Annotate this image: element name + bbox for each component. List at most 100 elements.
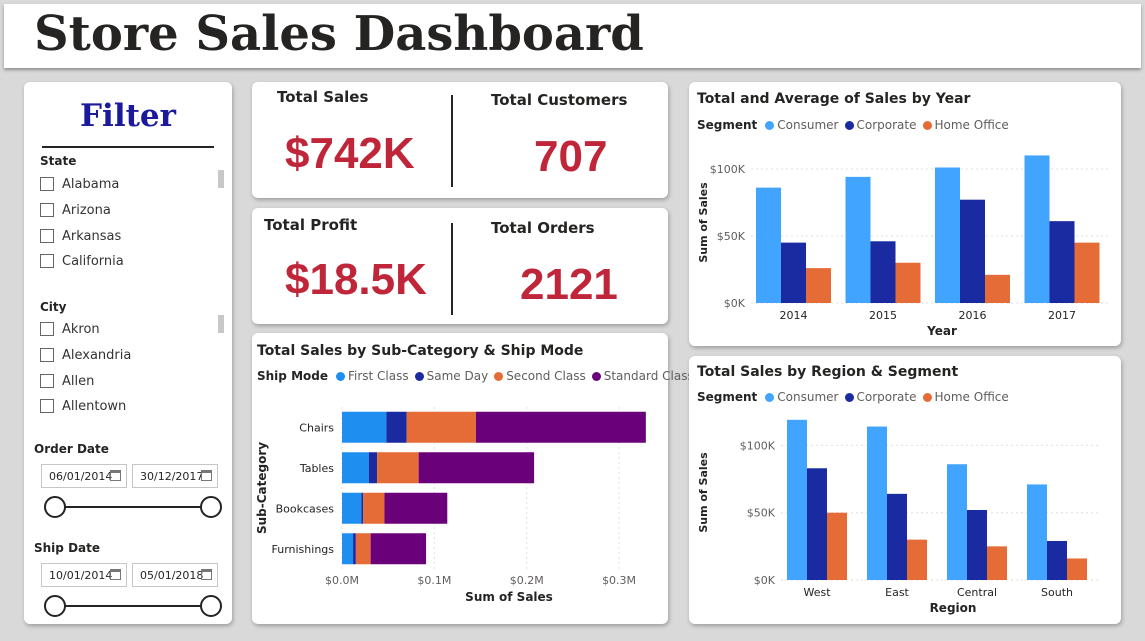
legend-item-home-office[interactable]: Home Office bbox=[922, 390, 1009, 404]
bar-corporate-east[interactable] bbox=[887, 493, 907, 580]
legend-item-corporate[interactable]: Corporate bbox=[844, 390, 917, 404]
legend-dot-icon bbox=[922, 392, 932, 402]
checkbox-icon[interactable] bbox=[40, 322, 54, 336]
bar-home-office-2016[interactable] bbox=[985, 274, 1010, 303]
city-item-alexandria[interactable]: Alexandria bbox=[40, 346, 131, 364]
bar-second-class-tables[interactable] bbox=[377, 452, 419, 484]
checkbox-icon[interactable] bbox=[40, 254, 54, 268]
year-chart[interactable]: $0K $50K $100K 2014 2015 2016 2017 Year Sum of S… bbox=[689, 82, 1121, 346]
city-item-allentown[interactable]: Allentown bbox=[40, 397, 126, 415]
order-date-slider-track[interactable] bbox=[55, 506, 211, 508]
bar-consumer-east[interactable] bbox=[867, 426, 887, 580]
region-chart[interactable]: $0K $50K $100K West East Central South Region Su… bbox=[689, 356, 1121, 624]
bar-consumer-south[interactable] bbox=[1027, 484, 1047, 580]
total-orders-value: 2121 bbox=[520, 260, 618, 309]
bar-first-class-chairs[interactable] bbox=[342, 411, 387, 443]
legend-item-consumer[interactable]: Consumer bbox=[765, 118, 839, 132]
subcategory-chart[interactable]: $0.0M $0.1M $0.2M $0.3M Chairs Tables Bookcase… bbox=[252, 333, 668, 624]
bar-home-office-central[interactable] bbox=[987, 546, 1007, 580]
bar-first-class-bookcases[interactable] bbox=[342, 492, 362, 524]
bar-consumer-2015[interactable] bbox=[845, 176, 871, 303]
bar-first-class-tables[interactable] bbox=[342, 452, 369, 484]
bar-corporate-west[interactable] bbox=[807, 468, 827, 580]
bar-second-class-furnishings[interactable] bbox=[355, 533, 371, 565]
calendar-icon[interactable] bbox=[110, 470, 121, 481]
checkbox-icon[interactable] bbox=[40, 374, 54, 388]
bar-corporate-2014[interactable] bbox=[781, 242, 806, 303]
bar-corporate-2017[interactable] bbox=[1049, 221, 1075, 303]
checkbox-icon[interactable] bbox=[40, 229, 54, 243]
city-item-akron[interactable]: Akron bbox=[40, 320, 100, 338]
bar-home-office-south[interactable] bbox=[1067, 558, 1087, 580]
legend-item-consumer[interactable]: Consumer bbox=[765, 390, 839, 404]
legend-item-same-day[interactable]: Same Day bbox=[414, 369, 488, 383]
checkbox-icon[interactable] bbox=[40, 399, 54, 413]
bar-consumer-2017[interactable] bbox=[1024, 155, 1050, 303]
city-slicer-label: City bbox=[40, 300, 67, 314]
bar-second-class-chairs[interactable] bbox=[406, 411, 476, 443]
bar-consumer-central[interactable] bbox=[947, 464, 967, 580]
legend-item-second-class[interactable]: Second Class bbox=[494, 369, 586, 383]
order-date-start-input[interactable]: 06/01/2014 bbox=[41, 464, 127, 488]
bar-standard-class-tables[interactable] bbox=[418, 452, 535, 484]
bar-consumer-2014[interactable] bbox=[756, 187, 781, 303]
bar-home-office-2017[interactable] bbox=[1074, 242, 1100, 303]
bar-corporate-2015[interactable] bbox=[870, 241, 896, 303]
legend-dot-icon bbox=[591, 371, 601, 381]
bar-standard-class-chairs[interactable] bbox=[475, 411, 646, 443]
city-item-allen[interactable]: Allen bbox=[40, 372, 94, 390]
x-tick-label: East bbox=[885, 586, 909, 599]
state-item-california[interactable]: California bbox=[40, 252, 124, 270]
checkbox-icon[interactable] bbox=[40, 203, 54, 217]
bar-home-office-east[interactable] bbox=[907, 539, 927, 580]
calendar-icon[interactable] bbox=[201, 569, 212, 580]
bar-consumer-2016[interactable] bbox=[935, 167, 960, 303]
calendar-icon[interactable] bbox=[110, 569, 121, 580]
y-tick-label: $50K bbox=[747, 507, 776, 520]
ship-date-slider-start-handle[interactable] bbox=[44, 595, 66, 617]
subcategory-chart-card: Total Sales by Sub-Category & Ship Mode … bbox=[252, 333, 694, 624]
bar-same-day-tables[interactable] bbox=[368, 452, 378, 484]
y-tick-label: $100K bbox=[710, 163, 746, 176]
state-scrollbar[interactable] bbox=[218, 170, 224, 188]
bar-home-office-west[interactable] bbox=[827, 512, 847, 580]
bar-home-office-2014[interactable] bbox=[806, 268, 831, 303]
bar-standard-class-bookcases[interactable] bbox=[384, 492, 448, 524]
year-chart-title: Total and Average of Sales by Year bbox=[697, 91, 971, 107]
order-date-slider-end-handle[interactable] bbox=[200, 496, 222, 518]
legend-item-first-class[interactable]: First Class bbox=[335, 369, 409, 383]
ship-date-start-input[interactable]: 10/01/2014 bbox=[41, 563, 127, 587]
legend-dot-icon bbox=[922, 120, 932, 130]
filter-title: Filter bbox=[80, 98, 176, 134]
checkbox-icon[interactable] bbox=[40, 348, 54, 362]
order-date-slider-start-handle[interactable] bbox=[44, 496, 66, 518]
bar-corporate-central[interactable] bbox=[967, 510, 987, 580]
checkbox-icon[interactable] bbox=[40, 177, 54, 191]
ship-date-slider-end-handle[interactable] bbox=[200, 595, 222, 617]
ship-date-slider-track[interactable] bbox=[55, 605, 211, 607]
bar-home-office-2015[interactable] bbox=[895, 262, 921, 303]
bar-consumer-west[interactable] bbox=[787, 419, 807, 580]
state-item-arizona[interactable]: Arizona bbox=[40, 201, 111, 219]
state-item-alabama[interactable]: Alabama bbox=[40, 175, 119, 193]
city-scrollbar[interactable] bbox=[218, 315, 224, 333]
x-tick-label: 2017 bbox=[1048, 309, 1076, 322]
bar-same-day-chairs[interactable] bbox=[386, 411, 407, 443]
ship-date-end-input[interactable]: 05/01/2018 bbox=[132, 563, 218, 587]
subcategory-chart-title: Total Sales by Sub-Category & Ship Mode bbox=[257, 343, 584, 359]
bar-same-day-furnishings[interactable] bbox=[353, 533, 356, 565]
bar-standard-class-furnishings[interactable] bbox=[370, 533, 427, 565]
calendar-icon[interactable] bbox=[201, 470, 212, 481]
bar-corporate-2016[interactable] bbox=[960, 199, 985, 303]
legend-item-home-office[interactable]: Home Office bbox=[922, 118, 1009, 132]
state-item-arkansas[interactable]: Arkansas bbox=[40, 227, 121, 245]
order-date-end-input[interactable]: 30/12/2017 bbox=[132, 464, 218, 488]
bar-same-day-bookcases[interactable] bbox=[361, 492, 364, 524]
legend-title: Segment bbox=[697, 118, 758, 132]
legend-item-corporate[interactable]: Corporate bbox=[844, 118, 917, 132]
bar-first-class-furnishings[interactable] bbox=[342, 533, 354, 565]
bar-second-class-bookcases[interactable] bbox=[363, 492, 385, 524]
bar-corporate-south[interactable] bbox=[1047, 540, 1067, 580]
legend-item-standard-class[interactable]: Standard Class bbox=[591, 369, 694, 383]
filter-panel: Filter State Alabama Arizona Arkansas Ca… bbox=[24, 82, 232, 624]
